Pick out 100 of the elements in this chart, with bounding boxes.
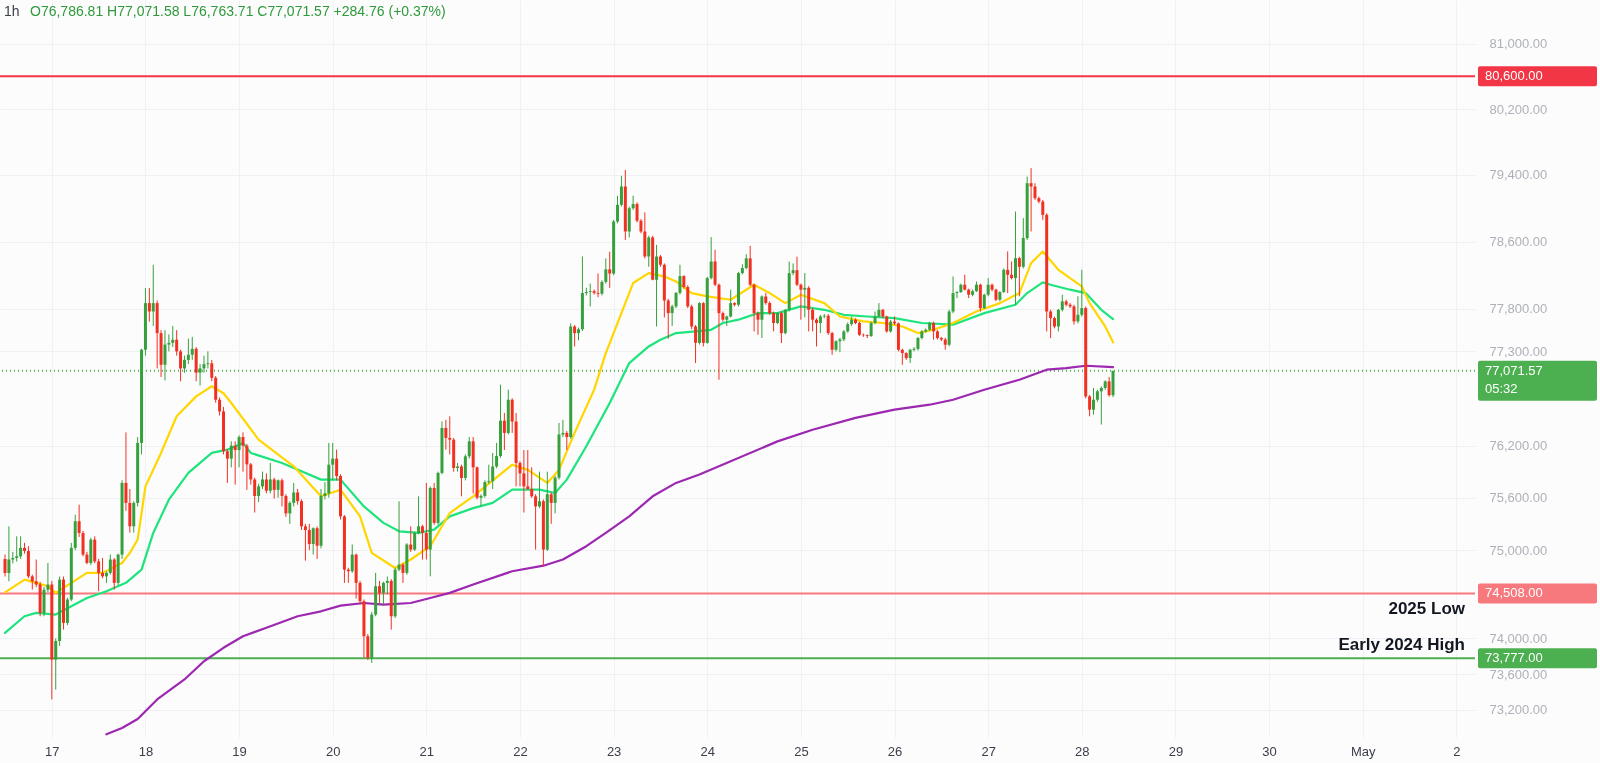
chart-title: 1h — [4, 3, 20, 19]
candlestick — [237, 434, 241, 468]
candlestick — [760, 294, 764, 339]
candlestick — [811, 307, 815, 332]
candlestick — [268, 462, 272, 494]
candlestick — [89, 537, 93, 566]
candlestick — [795, 256, 799, 287]
x-tick-label: 28 — [1075, 743, 1090, 759]
candlestick — [417, 495, 421, 535]
candlestick — [1017, 256, 1021, 297]
candlestick — [292, 482, 296, 507]
annotation: O76,786.81 H77,071.58 L76,763.71 C77,071.57 +284.76 (+0.37%) — [30, 3, 446, 19]
candlestick — [616, 195, 620, 224]
candlestick — [171, 325, 175, 348]
candlestick — [413, 531, 417, 552]
candlestick — [381, 581, 385, 606]
candlestick — [491, 452, 495, 490]
candlestick — [7, 525, 11, 582]
x-tick-label: 30 — [1262, 743, 1277, 759]
candlestick — [253, 477, 257, 514]
x-tick-label: 24 — [700, 743, 715, 759]
ref-line-label: 73,777.00 — [1485, 650, 1543, 666]
candlestick — [694, 324, 698, 364]
candlestick — [65, 597, 69, 626]
candlestick — [233, 440, 237, 486]
candlestick — [709, 236, 713, 280]
candlestick — [495, 442, 499, 469]
candlestick — [522, 449, 526, 514]
x-tick-label: 23 — [606, 743, 622, 759]
x-tick-label: May — [1350, 743, 1376, 759]
candlestick — [112, 557, 116, 591]
candlestick — [190, 336, 194, 361]
candlestick — [93, 535, 97, 564]
candlestick — [690, 304, 694, 330]
candlestick — [807, 285, 811, 332]
candlestick — [276, 478, 280, 499]
y-tick-label: 77,300.00 — [1489, 343, 1548, 359]
annotation: 2025 Low — [1388, 599, 1466, 618]
candlestick — [147, 287, 151, 323]
candlestick — [1099, 385, 1103, 426]
y-tick-label: 74,000.00 — [1489, 630, 1548, 646]
x-tick-label: 22 — [513, 743, 528, 759]
candlestick — [1006, 250, 1010, 294]
candlestick — [163, 329, 167, 381]
line-series — [3, 250, 1115, 595]
candlestick — [194, 346, 198, 382]
candlestick — [288, 500, 292, 525]
candlestick — [3, 554, 7, 577]
candlestick — [350, 544, 354, 574]
y-tick-label: 77,800.00 — [1489, 301, 1548, 317]
y-tick-label: 75,600.00 — [1489, 490, 1548, 506]
candlestick — [303, 523, 307, 562]
candlestick — [214, 375, 218, 404]
candlestick — [596, 273, 600, 298]
candlestick — [272, 477, 276, 500]
y-tick-label: 75,000.00 — [1489, 542, 1548, 558]
x-tick-label: 18 — [138, 743, 154, 759]
candlestick — [666, 298, 670, 340]
ref-line-label: 77,071.57 — [1485, 362, 1543, 378]
candlestick — [619, 175, 623, 208]
candlestick — [108, 554, 112, 576]
candlestick — [331, 442, 335, 481]
x-tick-label: 25 — [794, 743, 809, 759]
candlestick — [1029, 167, 1033, 233]
candlestick — [315, 525, 319, 560]
candlestick — [307, 523, 311, 551]
x-tick-label: 27 — [981, 743, 996, 759]
candlestick — [257, 483, 261, 503]
y-tick-label: 81,000.00 — [1489, 36, 1548, 52]
ref-line-label: 74,508.00 — [1485, 585, 1543, 601]
candlestick — [151, 264, 155, 327]
y-tick-label: 79,400.00 — [1489, 167, 1548, 183]
candlestick — [534, 493, 538, 551]
candlestick — [783, 308, 787, 335]
candlestick — [467, 436, 471, 460]
x-tick-label: 19 — [232, 743, 247, 759]
candlestick — [54, 637, 58, 691]
candlestick — [588, 283, 592, 307]
text: 05:32 — [1485, 380, 1518, 396]
candlestick — [815, 317, 818, 347]
candlestick — [986, 277, 990, 297]
candlestick — [420, 524, 424, 561]
candlestick — [502, 412, 506, 451]
candlestick — [1041, 199, 1045, 221]
candlestick — [225, 448, 229, 484]
candlestick — [206, 350, 210, 369]
candlestick — [549, 491, 553, 525]
candlestick — [210, 359, 214, 382]
candlestick — [218, 397, 222, 417]
candlestick — [1088, 394, 1092, 417]
y-tick-label: 73,200.00 — [1489, 702, 1548, 718]
candlestick — [97, 558, 101, 592]
candlestick — [978, 283, 982, 312]
candlestick — [647, 235, 651, 268]
candlestick — [608, 251, 612, 289]
candlestick — [818, 314, 822, 334]
candlestick — [538, 471, 541, 509]
candlestick — [444, 419, 448, 451]
candlestick — [311, 526, 315, 556]
candlestick — [803, 272, 807, 318]
